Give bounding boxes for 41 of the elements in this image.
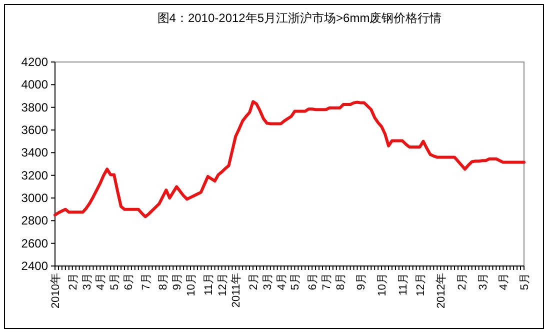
y-tick-label: 4000: [21, 78, 48, 92]
x-tick-label: 2010年: [50, 273, 62, 308]
x-tick-label: 4月: [276, 273, 288, 290]
y-tick-label: 2600: [21, 236, 48, 250]
x-tick-label: 10月: [376, 273, 389, 296]
x-tick-label: 2月: [248, 273, 260, 290]
x-tick-label: 3月: [477, 273, 490, 290]
x-tick-label: 10月: [185, 273, 198, 296]
y-tick-label: 4200: [21, 55, 48, 69]
line-series: [54, 100, 526, 218]
y-tick-label: 3600: [21, 123, 48, 137]
x-tick-label: 11月: [397, 273, 410, 296]
x-tick-label: 12月: [414, 273, 427, 296]
x-tick-label: 9月: [172, 273, 184, 290]
x-tick-label: 6月: [122, 273, 135, 290]
y-tick-label: 3400: [21, 146, 48, 160]
y-tick-label: 2800: [21, 214, 48, 228]
x-tick-label: 7月: [140, 273, 152, 290]
chart-title: 图4：2010-2012年5月江浙沪市场>6mm废钢价格行情: [157, 11, 442, 25]
x-tick-label: 5月: [109, 273, 122, 290]
y-tick-label: 2400: [21, 259, 48, 273]
x-tick-label: 8月: [334, 273, 347, 290]
x-tick-label: 9月: [356, 273, 368, 290]
x-tick-label: 11月: [202, 273, 215, 296]
x-tick-label: 3月: [81, 273, 94, 290]
x-tick-label: 12月: [216, 273, 229, 296]
x-tick-label: 7月: [320, 273, 333, 290]
x-tick-label: 2月: [456, 273, 468, 290]
y-tick-label: 3200: [21, 168, 48, 182]
x-tick-label: 2012年: [436, 273, 448, 308]
x-tick-label: 5月: [519, 273, 531, 290]
x-tick-label: 8月: [158, 273, 170, 290]
x-tick-label: 2011年: [230, 273, 243, 308]
y-tick-label: 3000: [21, 191, 48, 205]
x-tick-label: 6月: [307, 273, 320, 290]
x-tick-label: 4月: [95, 273, 108, 290]
x-tick-label: 4月: [498, 273, 510, 290]
y-tick-label: 3800: [21, 100, 48, 114]
x-tick-label: 3月: [262, 273, 274, 290]
x-tick-label: 5月: [290, 273, 302, 290]
x-tick-label: 2月: [67, 273, 80, 290]
